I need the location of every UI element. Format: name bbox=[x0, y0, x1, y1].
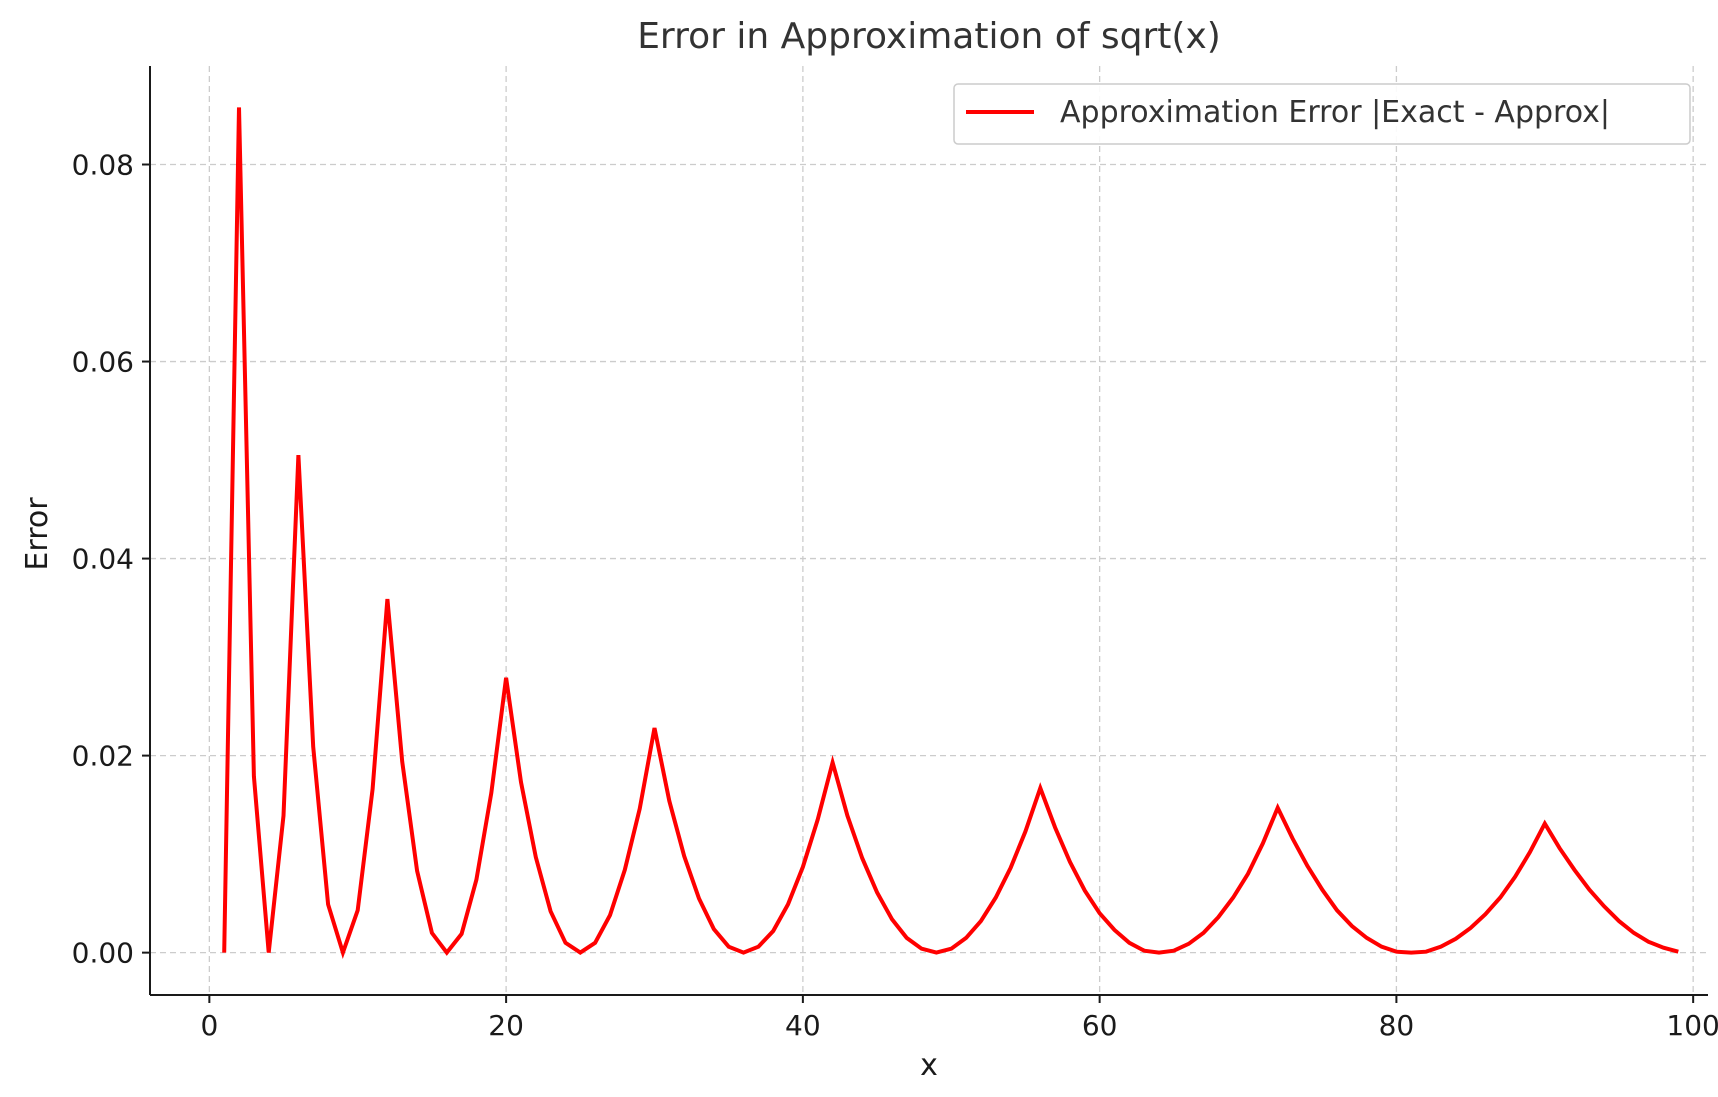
y-tick-label: 0.08 bbox=[72, 149, 134, 182]
y-ticks: 0.00 0.02 0.04 0.06 0.08 bbox=[72, 149, 150, 970]
y-tick-label: 0.06 bbox=[72, 346, 134, 379]
y-tick-label: 0.00 bbox=[72, 937, 134, 970]
x-tick-label: 60 bbox=[1082, 1009, 1118, 1042]
series-line bbox=[222, 107, 1679, 960]
x-tick-label: 0 bbox=[200, 1009, 218, 1042]
series-layer bbox=[222, 107, 1679, 960]
x-tick-label: 20 bbox=[488, 1009, 524, 1042]
x-tick-label: 100 bbox=[1666, 1009, 1718, 1042]
x-ticks: 0 20 40 60 80 100 bbox=[200, 995, 1718, 1042]
legend-box bbox=[953, 83, 1691, 145]
legend-entry-label: Approximation Error |Exact - Approx| bbox=[1060, 95, 1610, 130]
y-axis-label: Error bbox=[20, 497, 55, 571]
legend: Approximation Error |Exact - Approx| bbox=[953, 83, 1691, 145]
x-axis-label: x bbox=[920, 1048, 938, 1083]
chart-title: Error in Approximation of sqrt(x) bbox=[637, 16, 1221, 57]
axes bbox=[149, 66, 1708, 996]
grid bbox=[150, 66, 1708, 995]
y-tick-label: 0.04 bbox=[72, 543, 134, 576]
x-tick-label: 40 bbox=[785, 1009, 821, 1042]
y-tick-label: 0.02 bbox=[72, 740, 134, 773]
x-tick-label: 80 bbox=[1379, 1009, 1415, 1042]
